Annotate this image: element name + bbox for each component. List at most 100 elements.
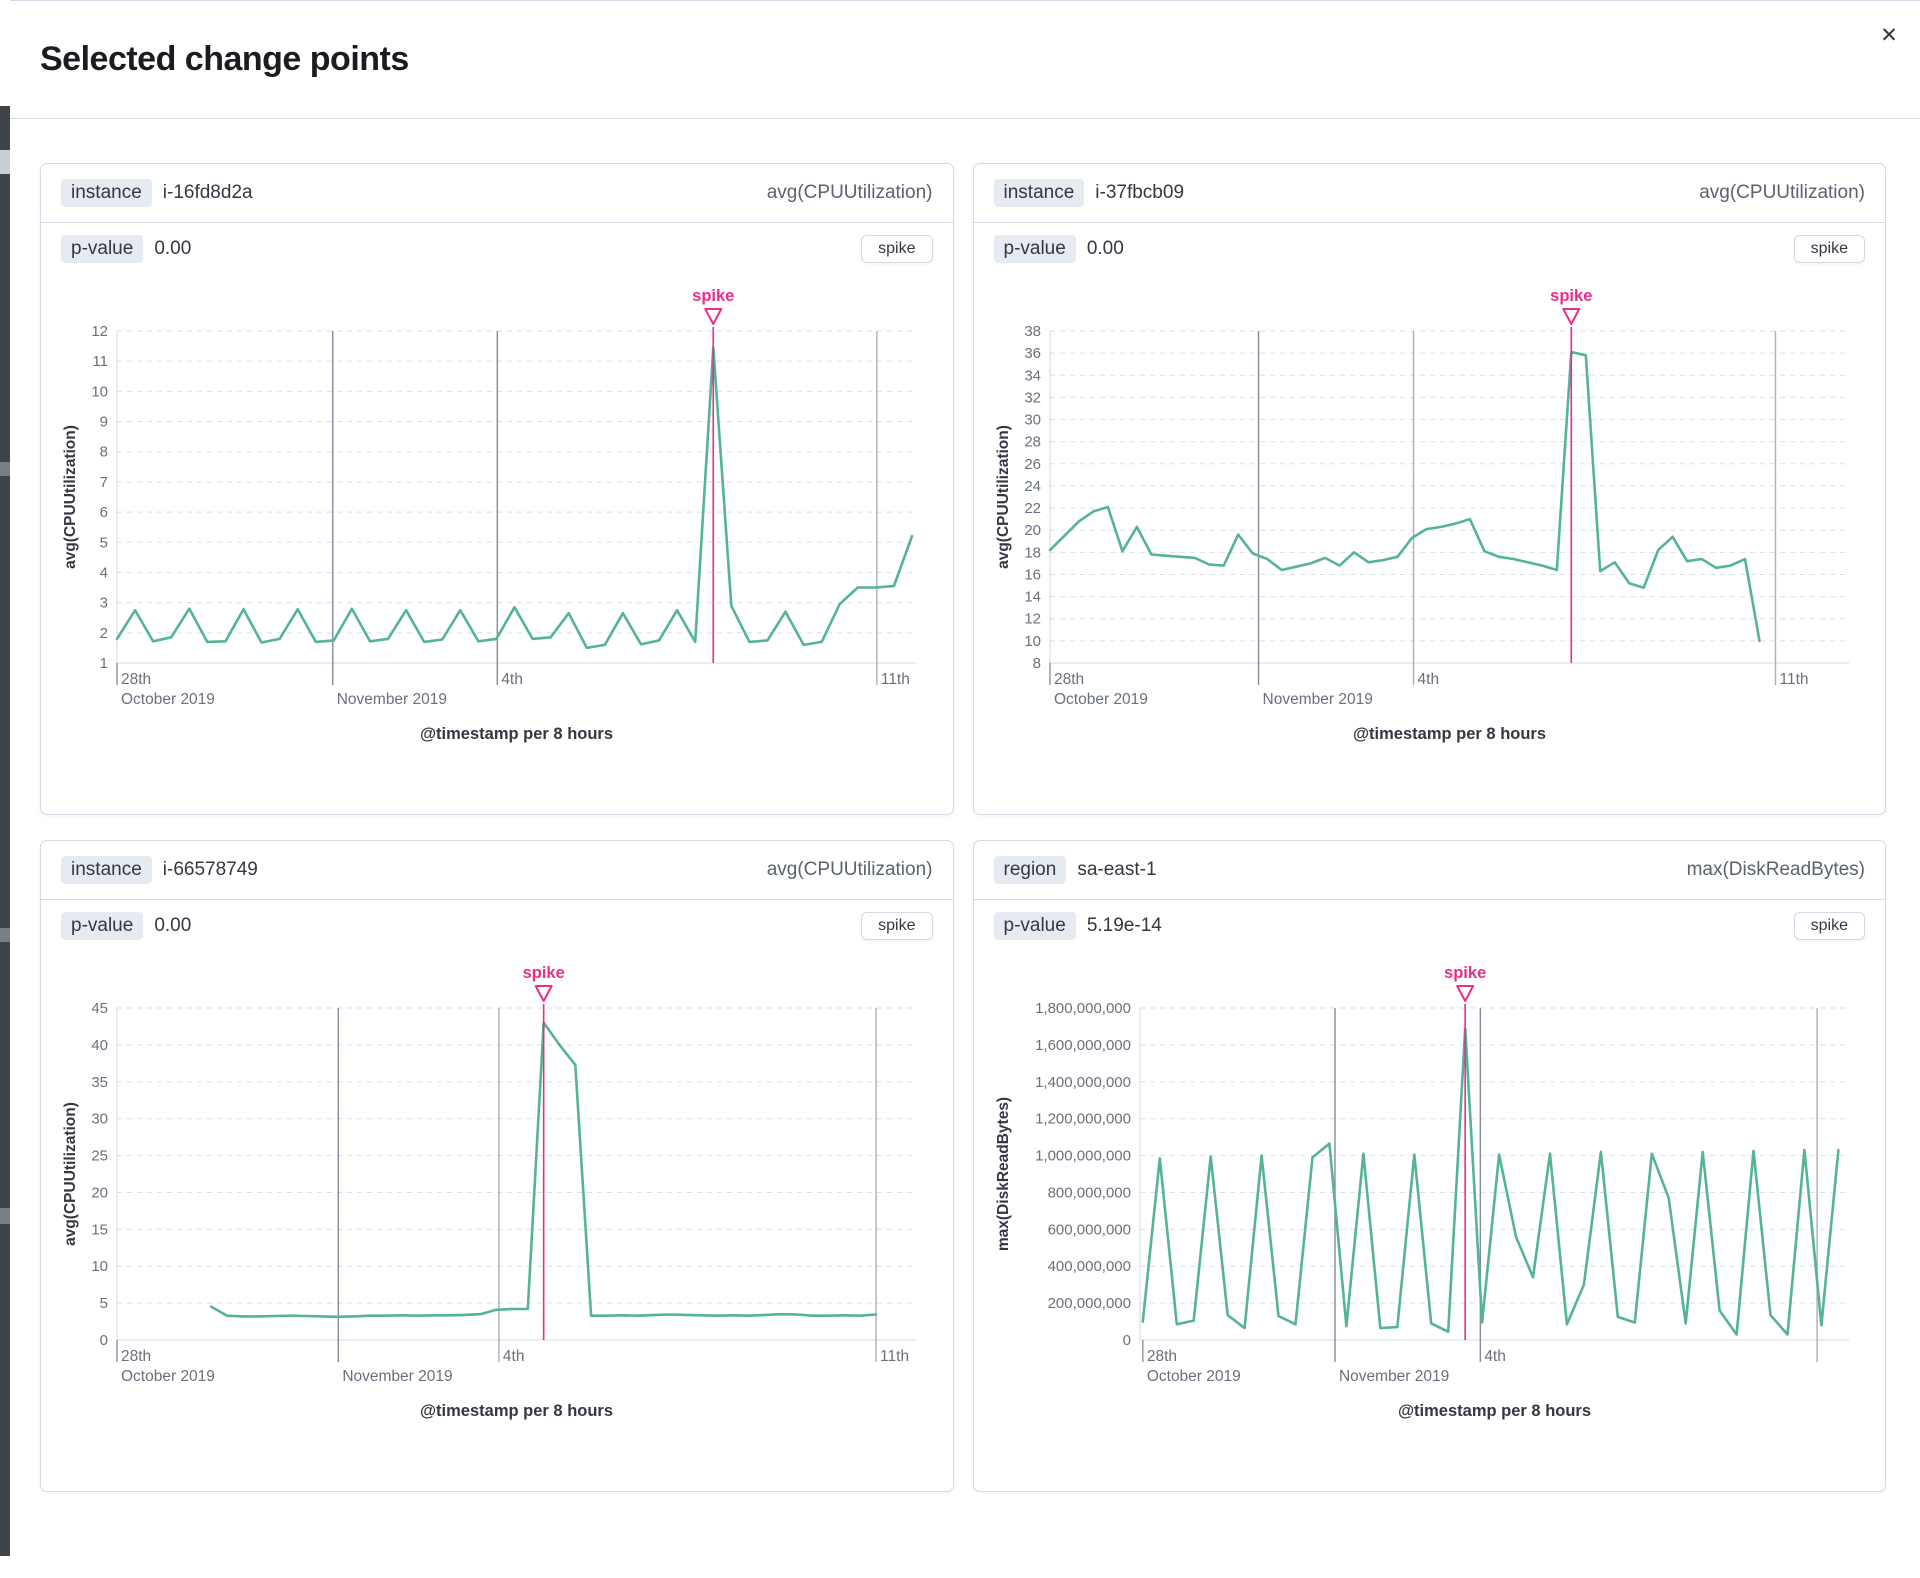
metric-label: max(DiskReadBytes): [1686, 859, 1865, 880]
metric-label: avg(CPUUtilization): [766, 859, 933, 880]
x-axis-title: @timestamp per 8 hours: [420, 725, 613, 743]
annotation-marker-icon: [534, 985, 553, 1002]
modal-header: Selected change points ✕: [10, 1, 1920, 119]
y-tick-label: 11: [92, 353, 108, 370]
x-tick-label: 11th: [881, 671, 910, 688]
change-point-panel: region sa-east-1 max(DiskReadBytes) p-va…: [972, 840, 1886, 1492]
chart-area[interactable]: 1 2 3 4 5 6 7 8 9 10 11 12 28th October 2019 November …: [41, 273, 953, 755]
p-value-badge: p-value: [61, 235, 144, 263]
x-month-label: October 2019: [1054, 691, 1148, 708]
background-page-fragment: [0, 1208, 10, 1224]
x-tick-label: 11th: [1779, 671, 1808, 688]
y-tick-label: 4: [100, 564, 108, 581]
y-tick-label: 200,000,000: [1047, 1295, 1130, 1312]
y-tick-label: 38: [1024, 323, 1041, 340]
spike-type-button[interactable]: spike: [1793, 912, 1865, 940]
y-axis-title: max(DiskReadBytes): [995, 1097, 1012, 1251]
field-badge: region: [993, 856, 1067, 884]
x-axis-title: @timestamp per 8 hours: [420, 1402, 613, 1420]
series-line: [1141, 1027, 1840, 1336]
p-value-badge: p-value: [993, 912, 1076, 940]
x-axis-title: @timestamp per 8 hours: [1397, 1402, 1590, 1420]
x-tick-label: 28th: [1054, 671, 1084, 688]
y-tick-label: 14: [1024, 589, 1041, 606]
y-tick-label: 0: [100, 1332, 108, 1349]
series-line: [1048, 350, 1761, 643]
change-point-chart[interactable]: 0 200,000,000 400,000,000 600,000,000 800,00…: [992, 952, 1867, 1432]
y-axis-title: avg(CPUUtilization): [62, 425, 79, 569]
chart-area[interactable]: 8 10 12 14 16 18 20 22 24 26 28 30 32 34 36 38 28th Octob…: [974, 273, 1886, 755]
panel-header: region sa-east-1 max(DiskReadBytes): [973, 841, 1885, 900]
y-tick-label: 28: [1024, 434, 1041, 451]
p-value-badge: p-value: [993, 235, 1076, 263]
y-tick-label: 3: [100, 595, 108, 612]
x-tick-label: 28th: [121, 671, 151, 688]
panel-header: instance i-66578749 avg(CPUUtilization): [41, 841, 953, 900]
field-value: i-66578749: [162, 859, 258, 880]
p-value: 0.00: [154, 238, 192, 259]
y-tick-label: 5: [100, 534, 108, 551]
y-tick-label: 600,000,000: [1047, 1221, 1130, 1238]
y-tick-label: 1,600,000,000: [1035, 1037, 1131, 1054]
panel-header: instance i-37fbcb09 avg(CPUUtilization): [973, 164, 1885, 223]
annotation-marker-icon: [1561, 308, 1580, 325]
y-tick-label: 5: [100, 1295, 108, 1312]
y-tick-label: 6: [100, 504, 108, 521]
panel-subheader: p-value 0.00 spike: [41, 900, 953, 950]
y-tick-label: 32: [1024, 389, 1041, 406]
y-tick-label: 0: [1122, 1332, 1130, 1349]
x-month-label: October 2019: [1146, 1368, 1240, 1385]
chart-area[interactable]: 0 200,000,000 400,000,000 600,000,000 800,00…: [974, 950, 1886, 1432]
y-tick-label: 8: [1032, 655, 1040, 672]
y-tick-label: 12: [91, 323, 108, 340]
x-month-label: November 2019: [1338, 1368, 1448, 1385]
chart-area[interactable]: 0 5 10 15 20 25 30 35 40 45 28th October 2019 Novemb…: [41, 950, 953, 1432]
spike-type-button[interactable]: spike: [861, 235, 933, 263]
annotation-label: spike: [1550, 287, 1592, 305]
background-page-fragment: [0, 150, 10, 174]
x-tick-label: 4th: [503, 1348, 525, 1365]
x-tick-label: 4th: [1417, 671, 1439, 688]
y-tick-label: 36: [1024, 345, 1041, 362]
close-icon: ✕: [1880, 24, 1898, 47]
field-badge: instance: [61, 856, 152, 884]
x-month-label: October 2019: [121, 1368, 215, 1385]
change-point-chart[interactable]: 8 10 12 14 16 18 20 22 24 26 28 30 32 34 36 38 28th Octob…: [992, 275, 1867, 755]
background-page-fragment: [0, 462, 10, 476]
x-axis-title: @timestamp per 8 hours: [1352, 725, 1545, 743]
x-tick-label: 11th: [880, 1348, 909, 1365]
p-value: 0.00: [154, 915, 192, 936]
change-points-modal: Selected change points ✕ instance i-16fd…: [10, 0, 1920, 1578]
spike-type-button[interactable]: spike: [1793, 235, 1865, 263]
metric-label: avg(CPUUtilization): [1699, 182, 1865, 203]
field-value: sa-east-1: [1077, 859, 1157, 880]
x-month-label: November 2019: [1262, 691, 1372, 708]
p-value: 5.19e-14: [1086, 915, 1162, 936]
panel-header: instance i-16fd8d2a avg(CPUUtilization): [41, 164, 953, 223]
y-tick-label: 22: [1024, 500, 1041, 517]
annotation-label: spike: [692, 287, 734, 305]
y-tick-label: 1,400,000,000: [1035, 1074, 1131, 1091]
y-tick-label: 45: [91, 1000, 108, 1017]
y-axis-title: avg(CPUUtilization): [995, 425, 1012, 569]
annotation-marker-icon: [1455, 985, 1474, 1002]
panel-subheader: p-value 0.00 spike: [41, 223, 953, 273]
y-tick-label: 34: [1024, 367, 1041, 384]
close-button[interactable]: ✕: [1872, 19, 1906, 53]
change-point-chart[interactable]: 0 5 10 15 20 25 30 35 40 45 28th October 2019 Novemb…: [59, 952, 934, 1432]
y-tick-label: 24: [1024, 478, 1041, 495]
y-tick-label: 10: [91, 1258, 108, 1275]
x-tick-label: 4th: [1484, 1348, 1506, 1365]
y-tick-label: 35: [91, 1074, 108, 1091]
y-tick-label: 30: [1024, 412, 1041, 429]
x-tick-label: 28th: [121, 1348, 151, 1365]
y-tick-label: 12: [1024, 611, 1041, 628]
y-tick-label: 10: [91, 383, 108, 400]
y-tick-label: 10: [1024, 633, 1041, 650]
y-tick-label: 8: [100, 444, 108, 461]
y-tick-label: 1,000,000,000: [1035, 1148, 1131, 1165]
field-value: i-37fbcb09: [1095, 182, 1185, 203]
y-tick-label: 20: [1024, 522, 1041, 539]
spike-type-button[interactable]: spike: [861, 912, 933, 940]
